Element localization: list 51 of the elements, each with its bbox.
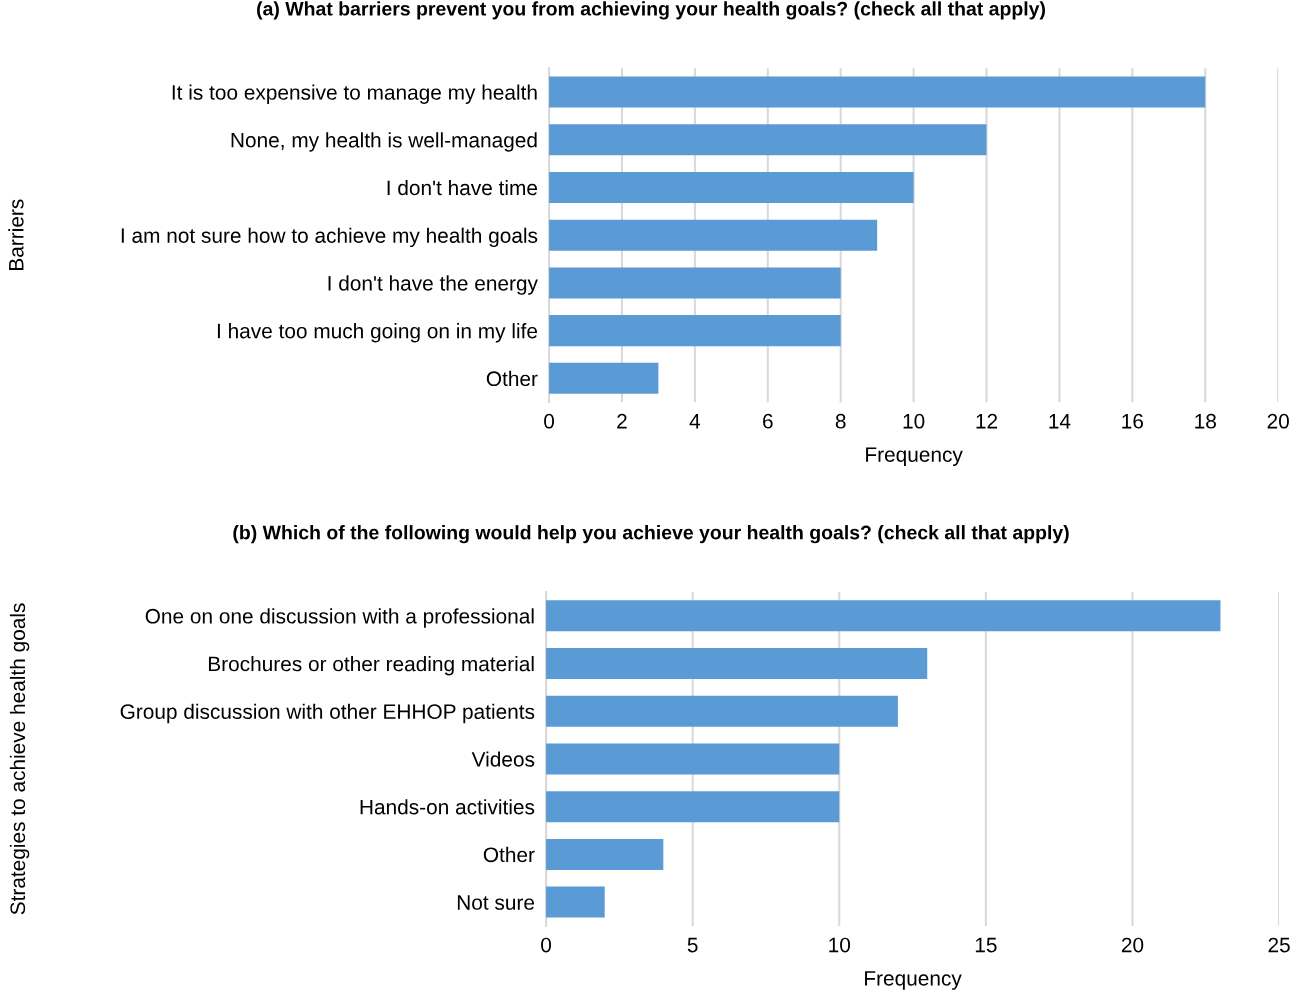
- x-axis-title: Frequency: [865, 971, 962, 990]
- x-tick-label: 12: [976, 413, 998, 429]
- chart-title: (a) What barriers prevent you from achieving your health goals? (check all that apply): [257, 1, 1045, 20]
- x-tick-label: 20: [1121, 937, 1144, 953]
- bar: [546, 791, 840, 823]
- bar: [549, 267, 841, 299]
- bar: [549, 315, 841, 347]
- x-tick-label: 0: [544, 413, 555, 429]
- x-tick-label: 10: [903, 413, 925, 429]
- bar: [546, 743, 840, 775]
- x-tick-label: 15: [975, 937, 997, 953]
- y-tick-label: Videos: [471, 751, 535, 767]
- bar: [549, 124, 987, 156]
- x-tick-label: 25: [1268, 937, 1290, 953]
- x-tick-label: 10: [829, 937, 851, 953]
- bar: [549, 76, 1206, 108]
- x-tick-label: 16: [1122, 413, 1144, 429]
- x-tick-label: 8: [835, 413, 846, 429]
- x-tick-label: 5: [687, 937, 698, 953]
- x-tick-label: 14: [1049, 414, 1071, 429]
- y-tick-label: I have too much going on in my life: [217, 323, 538, 343]
- bar: [549, 362, 659, 394]
- bar: [546, 648, 928, 680]
- y-tick-label: Group discussion with other EHHOP patients: [120, 703, 535, 724]
- y-tick-label: Other: [486, 370, 538, 387]
- x-axis-title: Frequency: [866, 447, 963, 467]
- y-tick-label: None, my health is well-managed: [231, 132, 537, 152]
- bar: [546, 695, 898, 727]
- bar: [546, 886, 605, 918]
- x-tick-label: 0: [541, 937, 552, 953]
- x-tick-label: 18: [1195, 413, 1216, 429]
- y-tick-label: I don't have time: [387, 179, 538, 196]
- x-tick-label: 20: [1267, 413, 1289, 429]
- y-axis-title: Strategies to achieve health goals: [9, 603, 30, 915]
- chart-title: (b) Which of the following would help you achieve your health goals? (check all that apply): [233, 525, 1069, 544]
- x-tick-label: 6: [763, 413, 773, 429]
- y-tick-label: Other: [483, 846, 535, 863]
- y-tick-label: I am not sure how to achieve my health goals: [121, 227, 538, 248]
- y-tick-label: Hands-on activities: [360, 799, 535, 815]
- y-tick-label: One on one discussion with a professional: [145, 608, 534, 628]
- x-tick-label: 4: [689, 414, 701, 429]
- y-axis-title: Barriers: [8, 199, 24, 270]
- bar: [546, 838, 664, 870]
- y-tick-label: It is too expensive to manage my health: [172, 84, 537, 104]
- y-tick-label: Not sure: [457, 895, 535, 910]
- y-tick-label: Brochures or other reading material: [208, 655, 534, 676]
- bar: [546, 600, 1221, 632]
- y-tick-label: I don't have the energy: [328, 275, 538, 295]
- bar: [549, 171, 914, 203]
- bar: [549, 219, 878, 251]
- x-tick-label: 2: [617, 413, 627, 429]
